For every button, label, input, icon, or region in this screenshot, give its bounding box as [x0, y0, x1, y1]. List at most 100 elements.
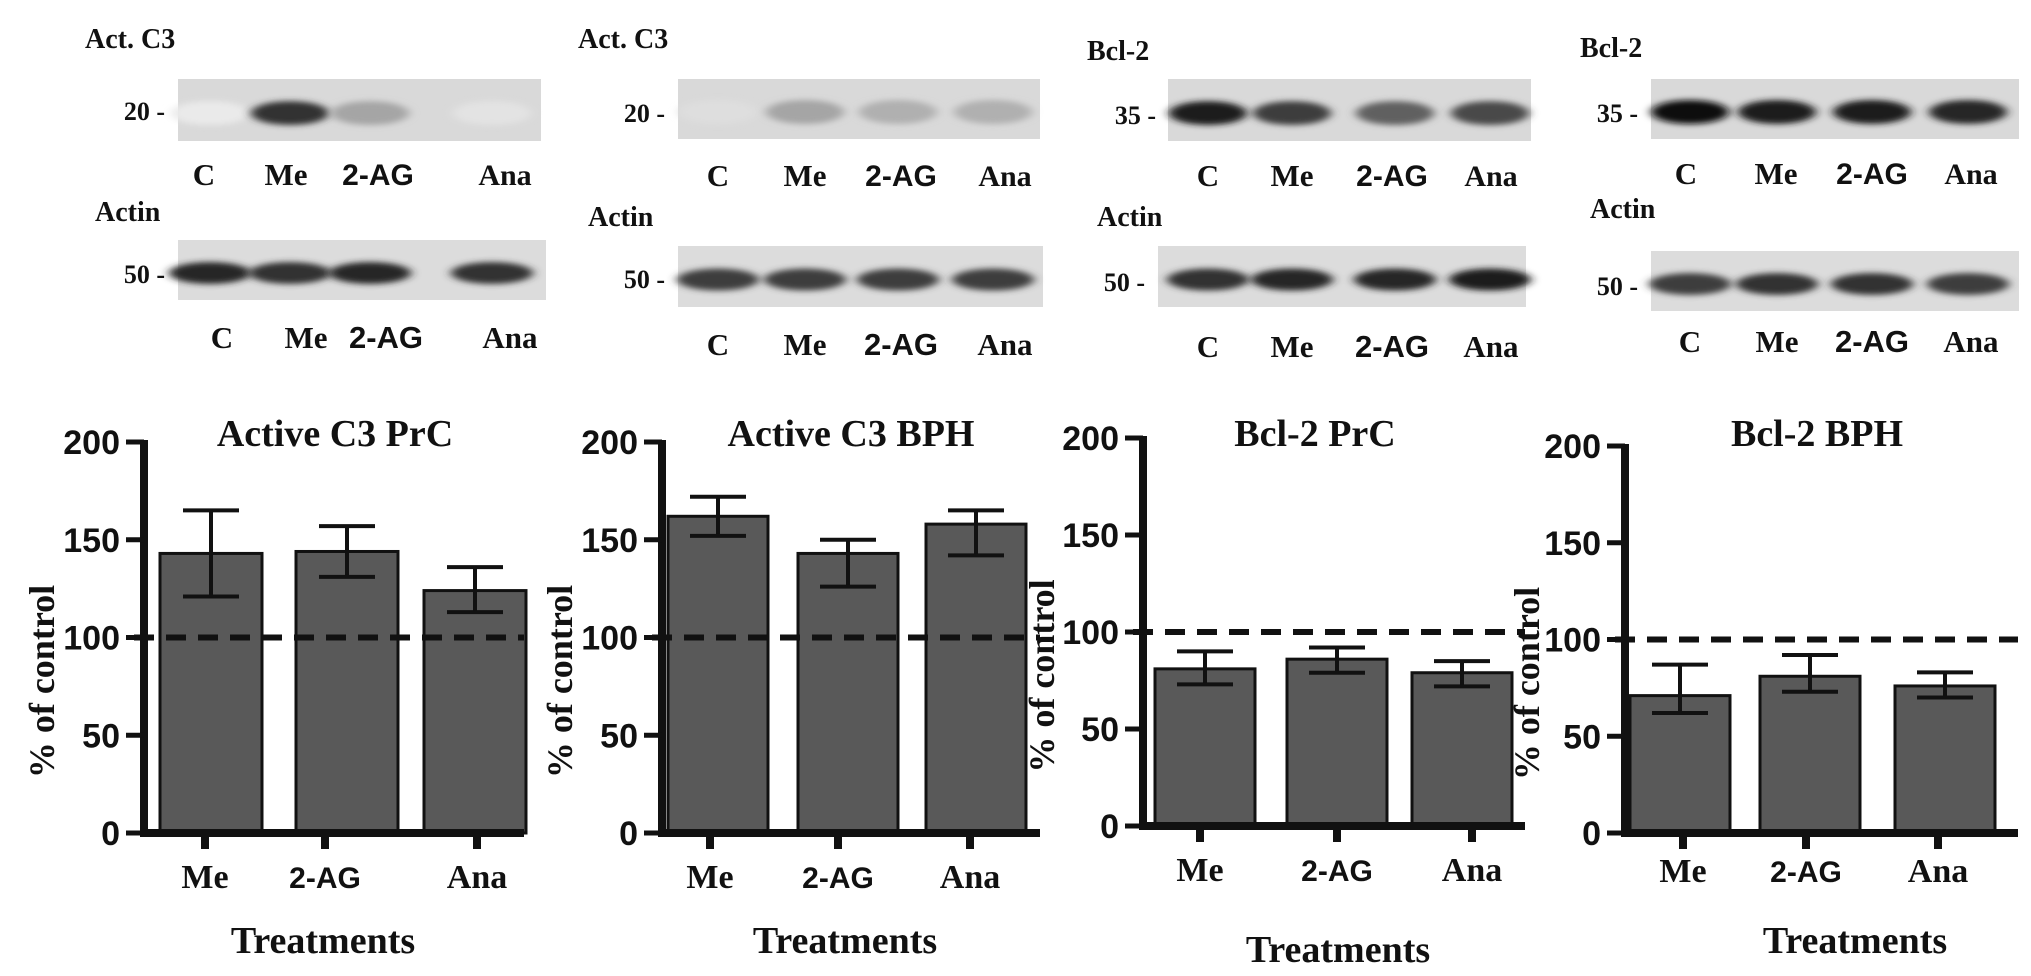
blot-actin-marker: 50 -	[1104, 268, 1145, 297]
chart-2: Active C3 BPH 0 50 100 150 200 Me 2-AG Ana % of c…	[540, 413, 1040, 962]
blot-protein-marker: 20 -	[124, 97, 165, 126]
blot-actin-label: Actin	[1097, 202, 1163, 233]
blot-actin-band	[451, 262, 533, 284]
blot-protein-band	[954, 100, 1032, 124]
blot-protein-label: Act. C3	[578, 24, 668, 55]
blot-protein-band	[1169, 101, 1247, 126]
x-category-label: Ana	[1908, 853, 1968, 890]
error-bar	[183, 508, 239, 599]
blot-actin-band	[329, 262, 411, 284]
blot-lane-label: Ana	[1463, 329, 1519, 364]
blot-lane-label: Me	[264, 157, 307, 192]
blot-protein-band	[1356, 101, 1434, 126]
blot-lane-label: Me	[783, 327, 826, 362]
blot-lane-label: C	[707, 327, 729, 362]
blot-lane-label: Me	[783, 158, 826, 193]
blot-lane-label: Ana	[977, 327, 1033, 362]
y-tick-label: 50	[82, 717, 120, 755]
blot-lane-label: Me	[1270, 158, 1313, 193]
blot-protein-band	[331, 101, 409, 126]
y-tick-label: 150	[581, 522, 638, 560]
blot-actin-band	[1831, 273, 1913, 295]
blot-protein-band	[766, 100, 844, 124]
bar	[1153, 667, 1257, 828]
blot-panel-4: Bcl-2 35 - C Me 2-AG Ana Actin 50 - C Me 2-AG Ana	[1580, 33, 2019, 359]
blot-protein-band	[171, 101, 249, 126]
x-axis-label: Treatments	[1246, 929, 1430, 971]
blot-protein-label: Act. C3	[85, 24, 175, 55]
blot-panel-2: Act. C3 20 - C Me 2-AG Ana Actin 50 - C Me 2-AG Ana	[578, 24, 1043, 362]
bar	[1758, 674, 1862, 835]
blot-actin-band	[764, 268, 846, 291]
chart-title: Active C3 BPH	[728, 413, 975, 455]
blot-lane-label: Me	[1755, 324, 1798, 359]
y-tick-label: 150	[1062, 517, 1119, 555]
chart-title: Bcl-2 BPH	[1731, 413, 1903, 455]
blot-actin-band	[249, 262, 331, 284]
error-bar	[1917, 670, 1973, 700]
bar	[666, 514, 770, 835]
bar	[1628, 694, 1732, 835]
blot-protein-band	[1651, 100, 1729, 124]
blot-protein-band	[1451, 101, 1529, 126]
chart-title: Active C3 PrC	[217, 413, 453, 455]
error-bar	[690, 494, 746, 538]
y-tick-label: 200	[1062, 420, 1119, 458]
blot-lane-label: C	[193, 157, 215, 192]
y-tick-label: 50	[1081, 711, 1119, 749]
y-tick-label: 200	[581, 424, 638, 462]
y-tick-label: 100	[63, 620, 120, 658]
blot-lane-label: Me	[1270, 329, 1313, 364]
bar	[422, 589, 528, 835]
bar	[294, 549, 400, 835]
blot-actin-band	[857, 268, 939, 291]
error-bar	[1652, 662, 1708, 716]
blot-protein-band	[251, 101, 329, 126]
blot-protein-band	[859, 100, 937, 124]
blot-protein-band	[1738, 100, 1816, 124]
blot-actin-label: Actin	[95, 197, 161, 228]
x-axis-label: Treatments	[231, 920, 415, 962]
y-axis-label: % of control	[1507, 587, 1547, 780]
y-tick-label: 100	[581, 620, 638, 658]
blot-actin-band	[1354, 268, 1436, 291]
x-category-label: 2-AG	[1301, 855, 1373, 888]
x-category-label: Me	[181, 859, 228, 896]
blot-lane-label: C	[1679, 324, 1701, 359]
error-bar	[948, 508, 1004, 558]
blot-lane-label: 2-AG	[342, 159, 414, 192]
blot-actin-band	[1449, 268, 1531, 291]
blot-lane-label: Ana	[482, 320, 538, 355]
blot-actin-band	[1927, 273, 2009, 295]
y-tick-label: 0	[619, 815, 638, 853]
y-tick-label: 150	[1544, 525, 1601, 563]
error-bar	[319, 524, 375, 579]
blot-protein-band	[1253, 101, 1331, 126]
blot-actin-band	[952, 268, 1034, 291]
blot-lane-label: C	[1197, 329, 1219, 364]
blot-lane-label: 2-AG	[864, 327, 938, 362]
blot-protein-marker: 20 -	[624, 99, 665, 128]
blot-actin-band	[1649, 273, 1731, 295]
error-bar	[447, 565, 503, 615]
x-category-label: Me	[686, 859, 733, 896]
blot-protein-band	[453, 101, 531, 126]
blot-lane-label: C	[707, 158, 729, 193]
blot-actin-marker: 50 -	[124, 260, 165, 289]
blot-actin-band	[1736, 273, 1818, 295]
blot-actin-label: Actin	[1590, 194, 1656, 225]
blot-actin-band	[677, 268, 759, 291]
blot-protein-marker: 35 -	[1115, 101, 1156, 130]
bar	[796, 551, 900, 835]
y-tick-label: 150	[63, 522, 120, 560]
blot-panel-1: Act. C3 20 - C Me 2-AG Ana Actin 50 - C Me 2-AG Ana	[85, 24, 546, 355]
y-axis-label: % of control	[540, 585, 580, 778]
error-bar	[820, 537, 876, 589]
x-category-label: 2-AG	[1770, 856, 1842, 889]
blot-lane-label: C	[1197, 158, 1219, 193]
western-blots: Act. C3 20 - C Me 2-AG Ana Actin 50 - C Me 2-AG Ana…	[85, 24, 2019, 364]
x-category-label: Me	[1659, 853, 1706, 890]
y-tick-label: 0	[101, 815, 120, 853]
bar	[924, 522, 1028, 835]
chart-title: Bcl-2 PrC	[1234, 413, 1395, 455]
